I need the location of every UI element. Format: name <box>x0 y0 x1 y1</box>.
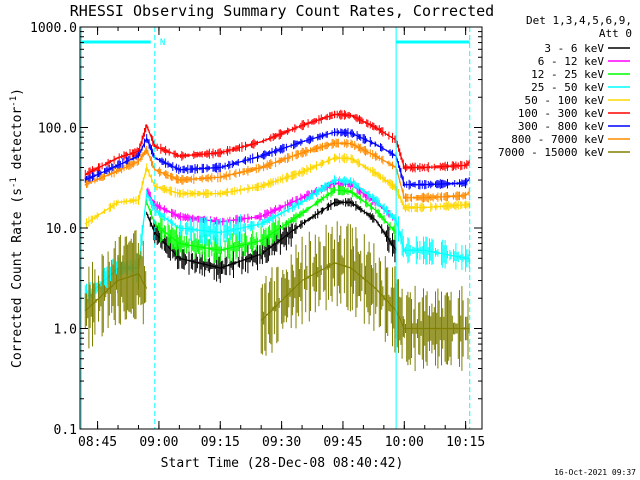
x-axis-label: Start Time (28-Dec-08 08:40:42) <box>161 456 404 471</box>
axis-ticks: 0.1 1.0 10.0 100.0 1000.0 08:45 09:00 09:15 09:3… <box>30 21 485 450</box>
series-noise <box>84 109 470 180</box>
x-tick-label: 09:15 <box>201 435 240 450</box>
legend-entry-label: 12 - 25 keV <box>531 68 604 81</box>
generation-timestamp: 16-Oct-2021 09:37 <box>554 468 636 477</box>
series-100-300-kev <box>84 109 471 180</box>
x-tick-label: 09:30 <box>262 435 301 450</box>
attenuator-marker-label: N <box>160 38 165 48</box>
series-layer <box>84 109 471 372</box>
x-tick-label: 10:00 <box>385 435 424 450</box>
series-noise <box>84 138 470 203</box>
x-tick-label: 10:15 <box>446 435 485 450</box>
series-noise <box>84 230 147 349</box>
legend-entry-label: 800 - 7000 keV <box>511 133 604 146</box>
legend-entry-label: 7000 - 15000 keV <box>498 146 604 159</box>
legend-entry-label: 300 - 800 keV <box>518 120 604 133</box>
x-tick-label: 08:45 <box>78 435 117 450</box>
series-noise <box>84 128 470 190</box>
y-tick-label: 0.1 <box>54 423 77 438</box>
series-7000-15000-kev <box>84 221 470 372</box>
x-tick-label: 09:00 <box>139 435 178 450</box>
series-3-6-kev <box>146 197 397 283</box>
x-tick-label: 09:45 <box>323 435 362 450</box>
y-axis-label: Corrected Count Rate (s-1 detector-1) <box>9 88 25 368</box>
series-50-100-kev <box>84 153 470 228</box>
series-12-25-kev <box>146 185 397 265</box>
legend-header-line-2: Att 0 <box>599 27 632 40</box>
legend-header-line-1: Det 1,3,4,5,6,9, <box>526 14 632 27</box>
legend-entry-label: 6 - 12 keV <box>538 55 605 68</box>
y-tick-label: 1.0 <box>54 323 77 338</box>
series-800-7000-kev <box>84 138 471 203</box>
series-noise <box>146 185 397 265</box>
series-line <box>85 113 471 176</box>
series-noise <box>260 221 470 372</box>
legend-entry-label: 50 - 100 keV <box>525 94 605 107</box>
series-noise <box>84 153 470 228</box>
series-noise <box>146 197 397 283</box>
legend-entry-label: 3 - 6 keV <box>544 42 604 55</box>
y-tick-label: 100.0 <box>38 122 77 137</box>
y-tick-label: 10.0 <box>46 222 77 237</box>
series-300-800-kev <box>84 128 471 190</box>
legend-entry-label: 100 - 300 keV <box>518 107 604 120</box>
y-tick-label: 1000.0 <box>30 21 77 36</box>
chart-title: RHESSI Observing Summary Count Rates, Co… <box>70 2 494 20</box>
legend-entry-label: 25 - 50 keV <box>531 81 604 94</box>
